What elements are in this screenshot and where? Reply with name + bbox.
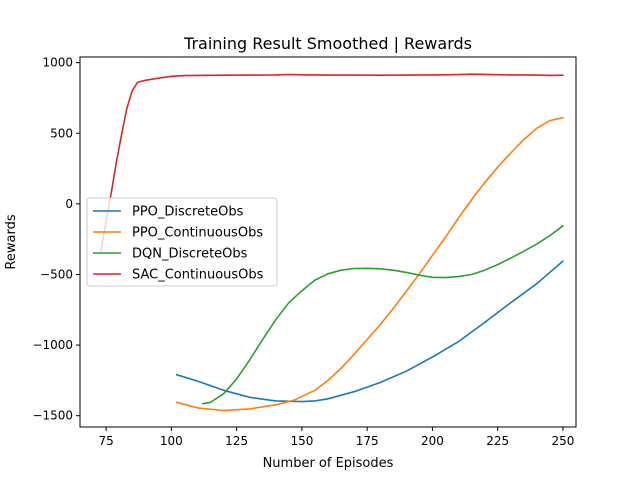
series-line-ppo-discreteobs [175,260,564,403]
x-tick-label: 225 [486,434,509,448]
x-tick-label: 150 [290,434,313,448]
series-line-sac-continuousobs [100,73,564,253]
y-tick-label: 0 [65,197,73,211]
x-axis-label: Number of Episodes [263,456,394,471]
chart-title: Training Result Smoothed | Rewards [183,34,472,53]
y-tick-label: −1000 [32,338,73,352]
legend-box [86,197,278,287]
x-tick-label: 175 [356,434,379,448]
series-line-ppo-continuousobs [175,116,564,412]
y-tick-label: −1500 [32,409,73,423]
legend-label: PPO_ContinuousObs [132,226,263,241]
legend: PPO_DiscreteObs PPO_ContinuousObs DQN_Disc… [86,197,278,287]
x-tick-label: 125 [225,434,248,448]
y-tick-label: 1000 [42,56,73,70]
legend-label: DQN_DiscreteObs [132,247,248,262]
axes-frame [79,56,577,428]
x-tick-label: 75 [98,434,113,448]
x-tick-label: 250 [551,434,574,448]
series-layer [100,73,564,412]
y-axis-label: Rewards [4,214,19,269]
legend-label: SAC_ContinuousObs [132,268,264,283]
x-axis: 75 100 125 150 175 200 225 250 [98,427,574,448]
y-axis: 1000 500 0 −500 −1000 −1500 [32,56,80,423]
x-tick-label: 100 [160,434,183,448]
series-line-dqn-discreteobs [201,225,564,405]
y-tick-label: −500 [40,267,73,281]
legend-label: PPO_DiscreteObs [132,205,244,220]
y-tick-label: 500 [50,126,73,140]
plot-area [79,56,577,428]
x-tick-label: 200 [421,434,444,448]
